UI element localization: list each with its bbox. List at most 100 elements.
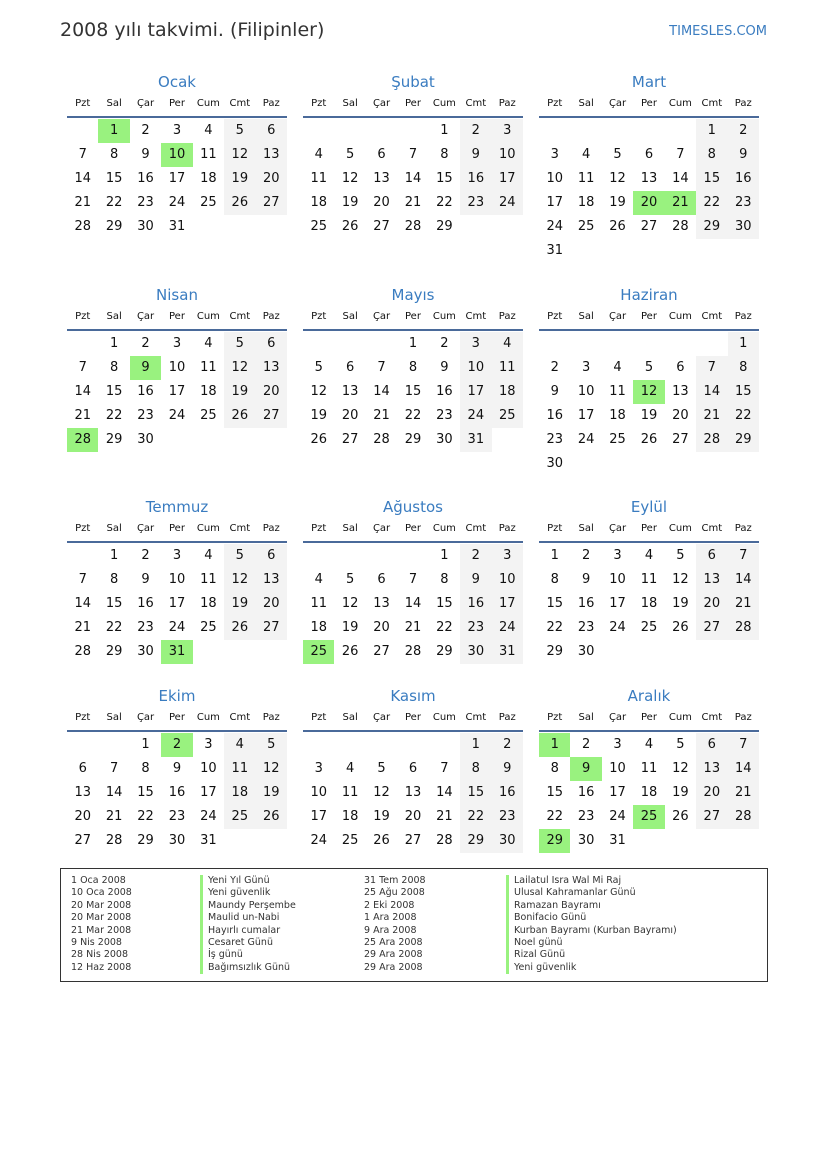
- day[interactable]: 5: [644, 360, 654, 375]
- day[interactable]: 19: [341, 195, 359, 210]
- day[interactable]: 11: [200, 147, 217, 162]
- day[interactable]: 23: [137, 620, 154, 635]
- day[interactable]: 25: [200, 620, 217, 635]
- holiday-day[interactable]: 9: [129, 356, 162, 380]
- day[interactable]: 11: [310, 171, 327, 186]
- day[interactable]: 27: [696, 616, 728, 640]
- day[interactable]: 9: [460, 143, 492, 167]
- day[interactable]: 23: [577, 620, 595, 635]
- day[interactable]: 20: [672, 408, 689, 423]
- day[interactable]: 15: [727, 380, 759, 404]
- day[interactable]: 25: [609, 432, 626, 447]
- day[interactable]: 31: [609, 833, 626, 848]
- day[interactable]: 11: [200, 360, 217, 375]
- day[interactable]: 15: [546, 785, 563, 800]
- day[interactable]: 14: [373, 384, 390, 399]
- day[interactable]: 6: [78, 761, 87, 776]
- day[interactable]: 27: [255, 191, 287, 215]
- day[interactable]: 16: [546, 408, 563, 423]
- day[interactable]: 14: [727, 757, 759, 781]
- day[interactable]: 30: [137, 432, 154, 447]
- day[interactable]: 4: [314, 572, 323, 587]
- day[interactable]: 22: [460, 805, 492, 829]
- day[interactable]: 17: [460, 380, 492, 404]
- day[interactable]: 14: [696, 380, 728, 404]
- day[interactable]: 17: [609, 596, 626, 611]
- day[interactable]: 26: [310, 432, 327, 447]
- day[interactable]: 24: [491, 616, 523, 640]
- day[interactable]: 3: [550, 147, 559, 162]
- day[interactable]: 27: [672, 432, 689, 447]
- day[interactable]: 11: [491, 356, 523, 380]
- day[interactable]: 1: [440, 548, 449, 563]
- day[interactable]: 21: [404, 195, 422, 210]
- day[interactable]: 29: [105, 432, 123, 447]
- day[interactable]: 25: [491, 404, 523, 428]
- day[interactable]: 1: [109, 548, 119, 563]
- day[interactable]: 3: [172, 123, 182, 138]
- day[interactable]: 26: [255, 805, 287, 829]
- day[interactable]: 28: [74, 644, 91, 659]
- day[interactable]: 27: [255, 616, 287, 640]
- day[interactable]: 9: [172, 761, 182, 776]
- day[interactable]: 2: [141, 123, 150, 138]
- day[interactable]: 8: [109, 147, 119, 162]
- day[interactable]: 18: [609, 408, 626, 423]
- day[interactable]: 19: [341, 620, 359, 635]
- day[interactable]: 31: [491, 640, 523, 664]
- day[interactable]: 30: [577, 644, 595, 659]
- holiday-day[interactable]: 31: [161, 640, 193, 664]
- day[interactable]: 24: [168, 620, 186, 635]
- day[interactable]: 13: [696, 568, 728, 592]
- day[interactable]: 25: [200, 195, 217, 210]
- day[interactable]: 17: [491, 592, 523, 616]
- day[interactable]: 4: [224, 733, 256, 757]
- day[interactable]: 28: [727, 805, 759, 829]
- day[interactable]: 31: [460, 428, 492, 452]
- day[interactable]: 16: [137, 596, 154, 611]
- day[interactable]: 27: [74, 833, 91, 848]
- day[interactable]: 23: [577, 809, 595, 824]
- day[interactable]: 14: [404, 596, 422, 611]
- day[interactable]: 19: [310, 408, 327, 423]
- day[interactable]: 23: [727, 191, 759, 215]
- day[interactable]: 4: [491, 332, 523, 356]
- day[interactable]: 10: [491, 143, 523, 167]
- day[interactable]: 18: [640, 596, 658, 611]
- day[interactable]: 12: [310, 384, 327, 399]
- day[interactable]: 3: [314, 761, 323, 776]
- day[interactable]: 12: [255, 757, 287, 781]
- day[interactable]: 6: [255, 119, 287, 143]
- day[interactable]: 16: [460, 592, 492, 616]
- day[interactable]: 2: [141, 336, 150, 351]
- day[interactable]: 8: [696, 143, 728, 167]
- day[interactable]: 30: [491, 829, 523, 853]
- day[interactable]: 12: [672, 572, 689, 587]
- day[interactable]: 19: [224, 592, 256, 616]
- day[interactable]: 18: [200, 384, 217, 399]
- day[interactable]: 4: [345, 761, 355, 776]
- day[interactable]: 10: [168, 360, 186, 375]
- day[interactable]: 10: [460, 356, 492, 380]
- holiday-day[interactable]: 21: [664, 191, 697, 215]
- brand-link[interactable]: TIMESLES.COM: [669, 24, 767, 39]
- day[interactable]: 20: [74, 809, 91, 824]
- day[interactable]: 19: [640, 408, 658, 423]
- day[interactable]: 26: [672, 809, 689, 824]
- day[interactable]: 3: [204, 737, 213, 752]
- day[interactable]: 27: [640, 219, 658, 234]
- day[interactable]: 16: [577, 596, 595, 611]
- day[interactable]: 4: [314, 147, 323, 162]
- day[interactable]: 26: [640, 432, 658, 447]
- day[interactable]: 7: [440, 761, 449, 776]
- day[interactable]: 5: [377, 761, 386, 776]
- day[interactable]: 11: [640, 761, 658, 776]
- holiday-day[interactable]: 1: [539, 733, 571, 757]
- day[interactable]: 2: [550, 360, 559, 375]
- day[interactable]: 5: [345, 147, 355, 162]
- day[interactable]: 7: [377, 360, 386, 375]
- day[interactable]: 22: [137, 809, 154, 824]
- day[interactable]: 16: [137, 384, 154, 399]
- day[interactable]: 20: [255, 167, 287, 191]
- day[interactable]: 18: [341, 809, 359, 824]
